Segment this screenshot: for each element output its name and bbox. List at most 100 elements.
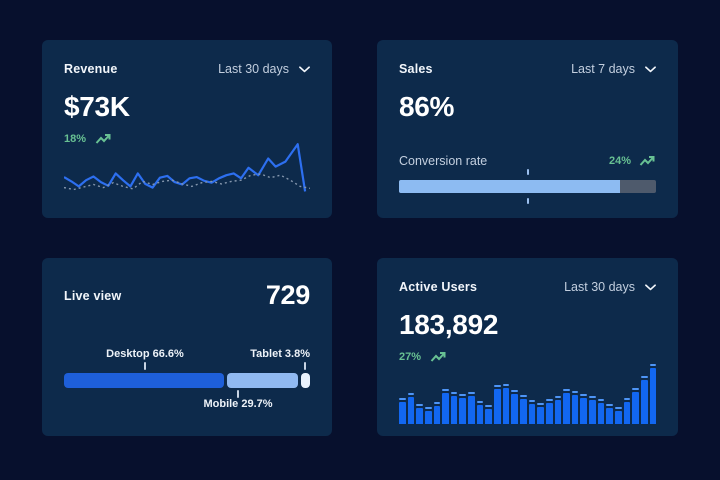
user-bar-cap bbox=[424, 407, 432, 409]
marker-tick-bottom bbox=[526, 198, 529, 204]
chevron-down-icon bbox=[645, 65, 656, 72]
conversion-rate-row: Conversion rate 24% bbox=[399, 154, 656, 168]
sales-period-label: Last 7 days bbox=[571, 62, 635, 76]
user-bar bbox=[554, 396, 562, 424]
conversion-progress-fill bbox=[399, 180, 621, 193]
user-bar-cap bbox=[407, 393, 415, 395]
revenue-period-dropdown[interactable]: Last 30 days bbox=[218, 62, 310, 76]
chevron-down-icon bbox=[299, 65, 310, 72]
user-bar bbox=[424, 407, 432, 424]
user-bar-cap bbox=[537, 403, 544, 405]
active-users-delta-value: 27% bbox=[399, 351, 422, 363]
user-bar-fill bbox=[580, 398, 588, 424]
user-bar-cap bbox=[450, 392, 458, 394]
user-bar-fill bbox=[424, 411, 432, 424]
user-bar-cap bbox=[399, 398, 406, 400]
user-bar bbox=[606, 404, 614, 424]
user-bar-cap bbox=[459, 394, 467, 396]
user-bar-fill bbox=[468, 396, 475, 424]
user-bar bbox=[537, 403, 544, 424]
mobile-segment bbox=[226, 373, 298, 388]
sales-period-dropdown[interactable]: Last 7 days bbox=[571, 62, 656, 76]
user-bar-fill bbox=[554, 400, 562, 424]
user-bar-fill bbox=[545, 403, 553, 424]
user-bar-cap bbox=[442, 389, 449, 391]
user-bar-fill bbox=[537, 407, 544, 424]
user-bar bbox=[468, 392, 475, 424]
user-bar bbox=[399, 398, 406, 424]
active-users-bar-chart bbox=[399, 360, 657, 424]
sales-delta-value: 24% bbox=[608, 155, 631, 167]
user-bar bbox=[632, 388, 639, 424]
user-bar-cap bbox=[468, 392, 475, 394]
mobile-callout-tick bbox=[237, 390, 239, 398]
user-bar-fill bbox=[606, 408, 614, 424]
user-bar bbox=[459, 394, 467, 424]
user-bar bbox=[433, 402, 441, 424]
user-bar-cap bbox=[476, 401, 484, 403]
chevron-down-icon bbox=[645, 283, 656, 290]
user-bar-fill bbox=[597, 403, 605, 424]
revenue-delta-value: 18% bbox=[64, 133, 87, 145]
user-bar-cap bbox=[589, 396, 596, 398]
user-bar-fill bbox=[476, 405, 484, 424]
active-users-value: 183,892 bbox=[399, 309, 499, 340]
previous-period-line bbox=[64, 173, 310, 191]
user-bar-fill bbox=[519, 399, 527, 424]
user-bar bbox=[640, 376, 648, 424]
desktop-callout-tick bbox=[144, 362, 146, 370]
user-bar-fill bbox=[399, 402, 406, 424]
sales-value: 86% bbox=[399, 91, 455, 122]
trending-up-icon bbox=[95, 134, 111, 144]
user-bar-fill bbox=[589, 400, 596, 424]
live-view-count: 729 bbox=[265, 280, 310, 310]
sales-delta: 24% bbox=[609, 155, 656, 167]
user-bar-cap bbox=[502, 384, 510, 386]
user-bar bbox=[519, 395, 527, 424]
sales-card-title: Sales bbox=[399, 62, 433, 76]
user-bar-fill bbox=[640, 380, 648, 424]
user-bar-fill bbox=[485, 409, 493, 424]
desktop-segment bbox=[64, 373, 224, 388]
device-share-stacked-bar bbox=[64, 373, 310, 388]
user-bar bbox=[494, 385, 501, 424]
marker-tick-top bbox=[526, 169, 529, 175]
user-bar-cap bbox=[649, 364, 657, 366]
user-bar-fill bbox=[494, 389, 501, 424]
active-users-period-dropdown[interactable]: Last 30 days bbox=[564, 280, 656, 294]
user-bar bbox=[407, 393, 415, 424]
user-bar bbox=[545, 399, 553, 424]
mobile-share-label: Mobile 29.7% bbox=[203, 398, 273, 410]
user-bar-cap bbox=[528, 400, 536, 402]
sales-card-header: Sales Last 7 days bbox=[399, 62, 656, 76]
user-bar-fill bbox=[459, 398, 467, 424]
user-bar-fill bbox=[442, 393, 449, 424]
user-bar-fill bbox=[450, 396, 458, 424]
user-bar-fill bbox=[623, 402, 631, 424]
user-bar bbox=[589, 396, 596, 424]
trending-up-icon bbox=[430, 352, 446, 362]
tablet-share-label: Tablet 3.8% bbox=[250, 348, 310, 360]
current-period-line bbox=[64, 143, 307, 192]
user-bar-cap bbox=[545, 399, 553, 401]
revenue-line-chart bbox=[64, 143, 310, 192]
user-bar-cap bbox=[563, 389, 570, 391]
user-bar bbox=[511, 390, 518, 424]
user-bar bbox=[476, 401, 484, 424]
sales-card: Sales Last 7 days 86% Conversion rate 24… bbox=[377, 40, 678, 218]
revenue-card: Revenue Last 30 days $73K 18% bbox=[42, 40, 332, 218]
revenue-delta: 18% bbox=[64, 133, 310, 145]
user-bar-fill bbox=[407, 397, 415, 424]
user-bar bbox=[485, 405, 493, 424]
active-users-period-label: Last 30 days bbox=[564, 280, 635, 294]
active-users-title: Active Users bbox=[399, 280, 478, 294]
user-bar-fill bbox=[563, 393, 570, 424]
user-bar bbox=[502, 384, 510, 424]
user-bar-fill bbox=[511, 394, 518, 424]
conversion-rate-label: Conversion rate bbox=[399, 154, 488, 168]
revenue-card-title: Revenue bbox=[64, 62, 118, 76]
live-view-card: Live view 729 Desktop 66.6% Tablet 3.8% … bbox=[42, 258, 332, 436]
user-bar-cap bbox=[615, 407, 622, 409]
tablet-segment bbox=[300, 373, 310, 388]
